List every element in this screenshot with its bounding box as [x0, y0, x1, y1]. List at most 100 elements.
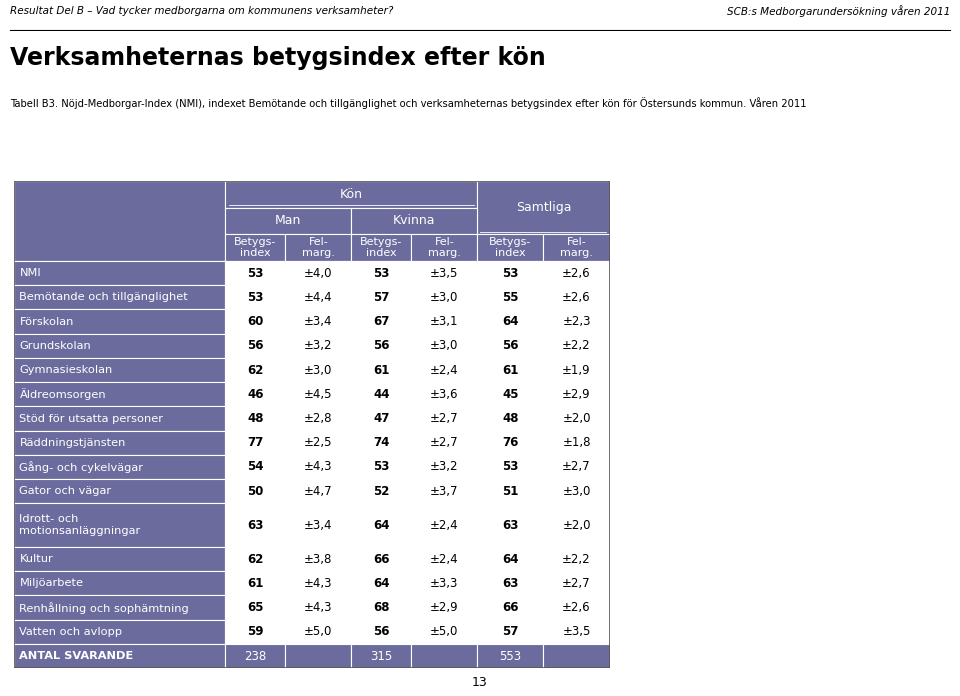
- Bar: [411, 358, 477, 382]
- Bar: [411, 503, 477, 547]
- Text: ±4,5: ±4,5: [304, 388, 332, 401]
- Bar: [14, 181, 226, 261]
- Bar: [285, 479, 351, 503]
- Text: ±2,6: ±2,6: [563, 291, 590, 304]
- Text: Kultur: Kultur: [19, 554, 53, 564]
- Bar: [543, 455, 610, 479]
- Bar: [477, 503, 543, 547]
- Text: Resultat Del B – Vad tycker medborgarna om kommunens verksamheter?: Resultat Del B – Vad tycker medborgarna …: [10, 6, 393, 16]
- Text: Gator och vägar: Gator och vägar: [19, 487, 111, 496]
- Text: 56: 56: [373, 625, 390, 638]
- Bar: [285, 358, 351, 382]
- Text: ±4,7: ±4,7: [304, 484, 332, 498]
- Bar: [543, 479, 610, 503]
- Text: ±3,5: ±3,5: [563, 625, 590, 638]
- Text: 13: 13: [472, 676, 488, 688]
- Text: 53: 53: [502, 461, 518, 473]
- Text: SCB:s Medborgarundersökning våren 2011: SCB:s Medborgarundersökning våren 2011: [727, 5, 950, 17]
- Bar: [543, 644, 610, 668]
- Text: 48: 48: [247, 412, 264, 425]
- Text: ±5,0: ±5,0: [430, 625, 459, 638]
- Text: 67: 67: [373, 315, 390, 328]
- Text: 54: 54: [247, 461, 264, 473]
- Text: ±3,8: ±3,8: [304, 553, 332, 566]
- Bar: [14, 644, 226, 668]
- Bar: [411, 571, 477, 596]
- Text: 77: 77: [247, 436, 263, 449]
- Text: 553: 553: [499, 649, 521, 663]
- Text: ±2,7: ±2,7: [563, 577, 590, 590]
- Bar: [543, 503, 610, 547]
- Text: Bemötande och tillgänglighet: Bemötande och tillgänglighet: [19, 292, 188, 302]
- Bar: [14, 406, 226, 431]
- Bar: [226, 181, 477, 207]
- Text: ±3,5: ±3,5: [430, 267, 459, 280]
- Text: ±4,3: ±4,3: [304, 461, 332, 473]
- Bar: [411, 261, 477, 285]
- Text: Grundskolan: Grundskolan: [19, 341, 91, 351]
- Text: Tabell B3. Nöjd-Medborgar-Index (NMI), indexet Bemötande och tillgänglighet och : Tabell B3. Nöjd-Medborgar-Index (NMI), i…: [10, 97, 806, 109]
- Bar: [14, 333, 226, 358]
- Bar: [226, 619, 285, 644]
- Bar: [477, 455, 543, 479]
- Bar: [226, 207, 351, 235]
- Bar: [411, 644, 477, 668]
- Text: ±2,6: ±2,6: [563, 267, 590, 280]
- Text: 55: 55: [502, 291, 518, 304]
- Bar: [285, 333, 351, 358]
- Bar: [351, 479, 411, 503]
- Text: 53: 53: [373, 461, 390, 473]
- Bar: [351, 547, 411, 571]
- Text: ±3,4: ±3,4: [304, 519, 332, 532]
- Text: 44: 44: [373, 388, 390, 401]
- Text: 64: 64: [502, 315, 518, 328]
- Text: 63: 63: [247, 519, 263, 532]
- Bar: [477, 358, 543, 382]
- Bar: [351, 382, 411, 406]
- Text: ±4,4: ±4,4: [304, 291, 332, 304]
- Bar: [14, 431, 226, 455]
- Bar: [226, 455, 285, 479]
- Bar: [285, 431, 351, 455]
- Text: ±3,0: ±3,0: [563, 484, 590, 498]
- Text: 63: 63: [502, 577, 518, 590]
- Text: 65: 65: [247, 601, 264, 614]
- Text: 64: 64: [373, 577, 390, 590]
- Text: ±3,0: ±3,0: [430, 339, 459, 352]
- Bar: [226, 479, 285, 503]
- Text: ±2,7: ±2,7: [563, 461, 590, 473]
- Text: Räddningstjänsten: Räddningstjänsten: [19, 438, 126, 448]
- Text: ±2,2: ±2,2: [563, 339, 590, 352]
- Bar: [351, 455, 411, 479]
- Text: 76: 76: [502, 436, 518, 449]
- Bar: [285, 261, 351, 285]
- Text: 68: 68: [373, 601, 390, 614]
- Bar: [543, 406, 610, 431]
- Bar: [543, 333, 610, 358]
- Bar: [351, 285, 411, 310]
- Text: Fel-
marg.: Fel- marg.: [560, 237, 593, 258]
- Text: Betygs-
index: Betygs- index: [234, 237, 276, 258]
- Text: 48: 48: [502, 412, 518, 425]
- Text: Betygs-
index: Betygs- index: [490, 237, 532, 258]
- Bar: [285, 455, 351, 479]
- Text: NMI: NMI: [19, 268, 41, 278]
- Bar: [477, 619, 543, 644]
- Bar: [351, 358, 411, 382]
- Bar: [543, 382, 610, 406]
- Bar: [477, 479, 543, 503]
- Bar: [226, 261, 285, 285]
- Bar: [477, 285, 543, 310]
- Bar: [411, 406, 477, 431]
- Text: ±2,6: ±2,6: [563, 601, 590, 614]
- Bar: [543, 547, 610, 571]
- Text: Fel-
marg.: Fel- marg.: [301, 237, 335, 258]
- Text: 56: 56: [373, 339, 390, 352]
- Bar: [14, 547, 226, 571]
- Bar: [477, 431, 543, 455]
- Bar: [351, 333, 411, 358]
- Text: ±2,9: ±2,9: [430, 601, 459, 614]
- Bar: [226, 333, 285, 358]
- Text: ±4,3: ±4,3: [304, 601, 332, 614]
- Text: Verksamheternas betygsindex efter kön: Verksamheternas betygsindex efter kön: [10, 47, 545, 70]
